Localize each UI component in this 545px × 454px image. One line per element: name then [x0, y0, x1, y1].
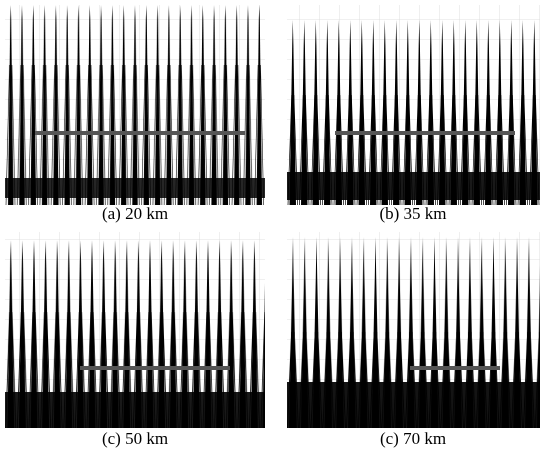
- figure: (a) 20 km (b) 35 km (c) 50 km (c) 70 km: [0, 0, 545, 454]
- caption: (b) 35 km: [379, 204, 446, 223]
- panel-b: (b) 35 km: [287, 5, 540, 223]
- caption: (c) 50 km: [102, 429, 168, 448]
- caption: (a) 20 km: [102, 204, 168, 223]
- panel-d: (c) 70 km: [287, 232, 540, 448]
- panel-c: (c) 50 km: [5, 232, 265, 448]
- panel-a: (a) 20 km: [5, 5, 265, 223]
- caption: (c) 70 km: [380, 429, 446, 448]
